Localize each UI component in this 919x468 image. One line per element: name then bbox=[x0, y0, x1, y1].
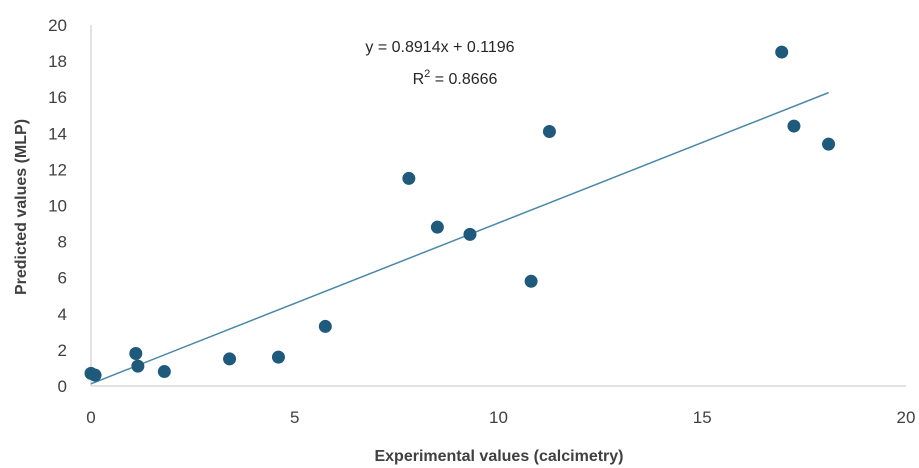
data-point bbox=[822, 137, 836, 151]
y-axis-title: Predicted values (MLP) bbox=[13, 119, 30, 295]
x-tick-label: 10 bbox=[489, 408, 508, 427]
data-point bbox=[463, 227, 477, 241]
data-point bbox=[542, 124, 556, 138]
y-tick-label: 4 bbox=[58, 305, 67, 324]
data-point bbox=[524, 274, 538, 288]
tick-labels: 0 5 10 15 20 0 2 4 6 8 10 12 14 16 18 20 bbox=[48, 16, 915, 427]
trendline bbox=[90, 91, 829, 385]
x-tick-label: 15 bbox=[693, 408, 712, 427]
y-tick-label: 8 bbox=[58, 233, 67, 252]
data-point bbox=[223, 352, 237, 366]
y-tick-label: 14 bbox=[48, 124, 67, 143]
y-tick-label: 6 bbox=[58, 269, 67, 288]
data-point bbox=[402, 171, 416, 185]
r-squared-exponent: 2 bbox=[424, 68, 430, 80]
y-tick-label: 10 bbox=[48, 197, 67, 216]
data-point bbox=[129, 347, 143, 361]
data-point bbox=[430, 220, 444, 234]
trendline-group bbox=[90, 91, 829, 385]
x-axis-title: Experimental values (calcimetry) bbox=[374, 448, 623, 465]
axes bbox=[90, 25, 906, 387]
y-tick-label: 0 bbox=[58, 377, 67, 396]
y-tick-label: 16 bbox=[48, 88, 67, 107]
y-tick-label: 2 bbox=[58, 341, 67, 360]
data-point bbox=[775, 45, 789, 59]
data-point bbox=[271, 350, 285, 364]
data-point bbox=[157, 365, 171, 379]
y-tick-label: 20 bbox=[48, 16, 67, 35]
r-squared-label: R2 = 0.8666 bbox=[413, 68, 498, 88]
y-tick-label: 18 bbox=[48, 52, 67, 71]
data-points bbox=[84, 45, 836, 382]
r-squared-symbol: R bbox=[413, 71, 425, 88]
trendline-equation: y = 0.8914x + 0.1196 bbox=[365, 39, 514, 56]
r-squared-value: = 0.8666 bbox=[430, 71, 497, 88]
data-point bbox=[88, 368, 102, 382]
x-tick-label: 20 bbox=[897, 408, 916, 427]
x-tick-label: 0 bbox=[86, 408, 95, 427]
y-tick-label: 12 bbox=[48, 160, 67, 179]
data-point bbox=[787, 119, 801, 133]
data-point bbox=[131, 359, 145, 373]
data-point bbox=[318, 319, 332, 333]
x-tick-label: 5 bbox=[290, 408, 299, 427]
